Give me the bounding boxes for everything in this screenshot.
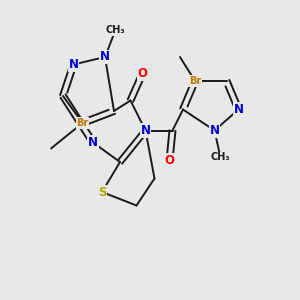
Text: N: N [100,50,110,64]
Text: CH₃: CH₃ [211,152,230,163]
Text: N: N [88,136,98,149]
Text: CH₃: CH₃ [106,25,125,35]
Text: N: N [68,58,79,71]
Text: S: S [98,185,106,199]
Text: O: O [164,154,175,167]
Text: N: N [209,124,220,137]
Text: Br: Br [189,76,201,86]
Text: Br: Br [76,118,88,128]
Text: N: N [140,124,151,137]
Text: O: O [137,67,148,80]
Text: N: N [233,103,244,116]
